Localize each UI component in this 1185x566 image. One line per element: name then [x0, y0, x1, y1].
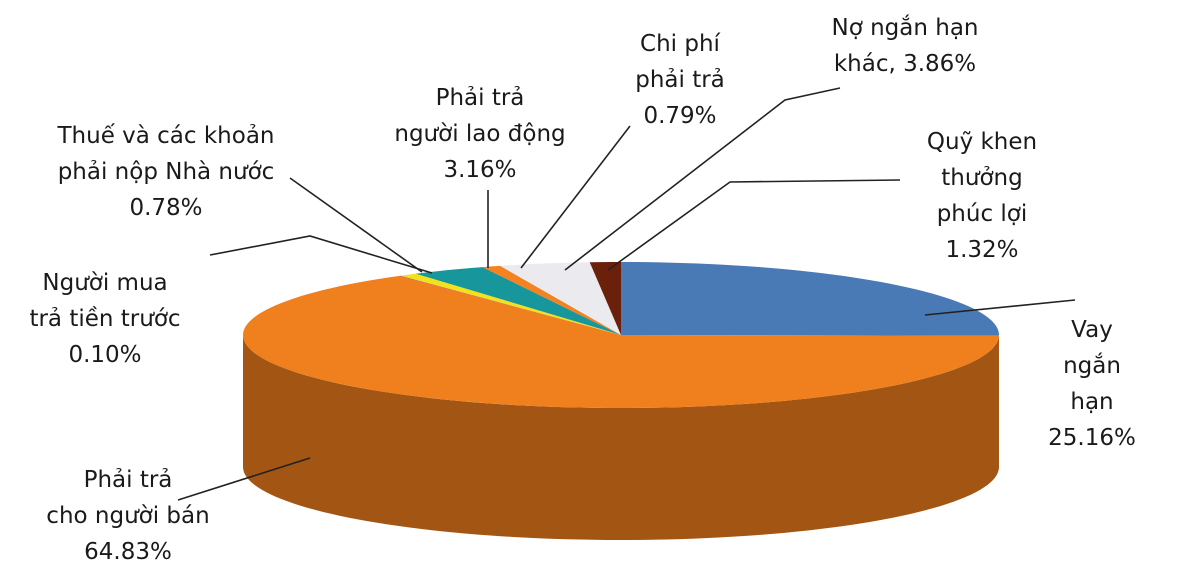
slice — [415, 267, 621, 335]
data-label: Phải trả cho người bán 64.83% — [46, 462, 209, 566]
slice — [482, 265, 621, 335]
leader-line — [607, 179, 901, 271]
leader-line — [520, 125, 631, 269]
label-value: 0.78% — [129, 195, 203, 221]
label-value: 0.10% — [68, 342, 142, 368]
slices — [243, 262, 999, 540]
data-label: Chi phí phải trả 0.79% — [635, 26, 725, 134]
label-value: 0.79% — [643, 103, 717, 129]
label-category: Phải trả cho người bán — [46, 467, 210, 529]
slice — [398, 275, 621, 335]
slice — [500, 262, 621, 335]
label-value: 3.86% — [903, 51, 977, 77]
data-label: Nợ ngắn hạn khác, 3.86% — [832, 10, 979, 82]
leader-line — [209, 235, 433, 274]
label-category: Người mua trả tiền trước — [29, 270, 181, 332]
data-label: Vay ngắn hạn 25.16% — [1046, 312, 1139, 456]
leader-line — [564, 87, 841, 271]
label-category: Nợ ngắn hạn khác, — [831, 15, 979, 77]
data-label: Quỹ khen thưởng phúc lợi 1.32% — [927, 124, 1037, 268]
slice — [621, 262, 999, 336]
label-category: Chi phí phải trả — [635, 31, 725, 93]
leader-line — [177, 457, 311, 501]
label-value: 1.32% — [945, 237, 1019, 263]
slice-side — [243, 335, 999, 540]
slice — [243, 275, 999, 408]
label-category: Quỹ khen thưởng phúc lợi — [926, 129, 1038, 227]
leader-line — [924, 299, 1076, 316]
leader-line — [289, 177, 423, 273]
label-category: Vay ngắn hạn — [1063, 317, 1121, 415]
data-label: Phải trả người lao động 3.16% — [394, 80, 565, 188]
label-value: 64.83% — [84, 539, 172, 565]
slice — [400, 273, 621, 335]
slice — [589, 262, 621, 335]
data-label: Người mua trả tiền trước 0.10% — [29, 265, 180, 373]
label-category: Phải trả người lao động — [394, 85, 566, 147]
label-value: 3.16% — [443, 157, 517, 183]
leader-lines — [177, 87, 1076, 501]
label-category: Thuế và các khoản phải nộp Nhà nước — [57, 123, 275, 185]
label-value: 25.16% — [1048, 425, 1136, 451]
data-label: Thuế và các khoản phải nộp Nhà nước 0.78% — [57, 118, 274, 226]
